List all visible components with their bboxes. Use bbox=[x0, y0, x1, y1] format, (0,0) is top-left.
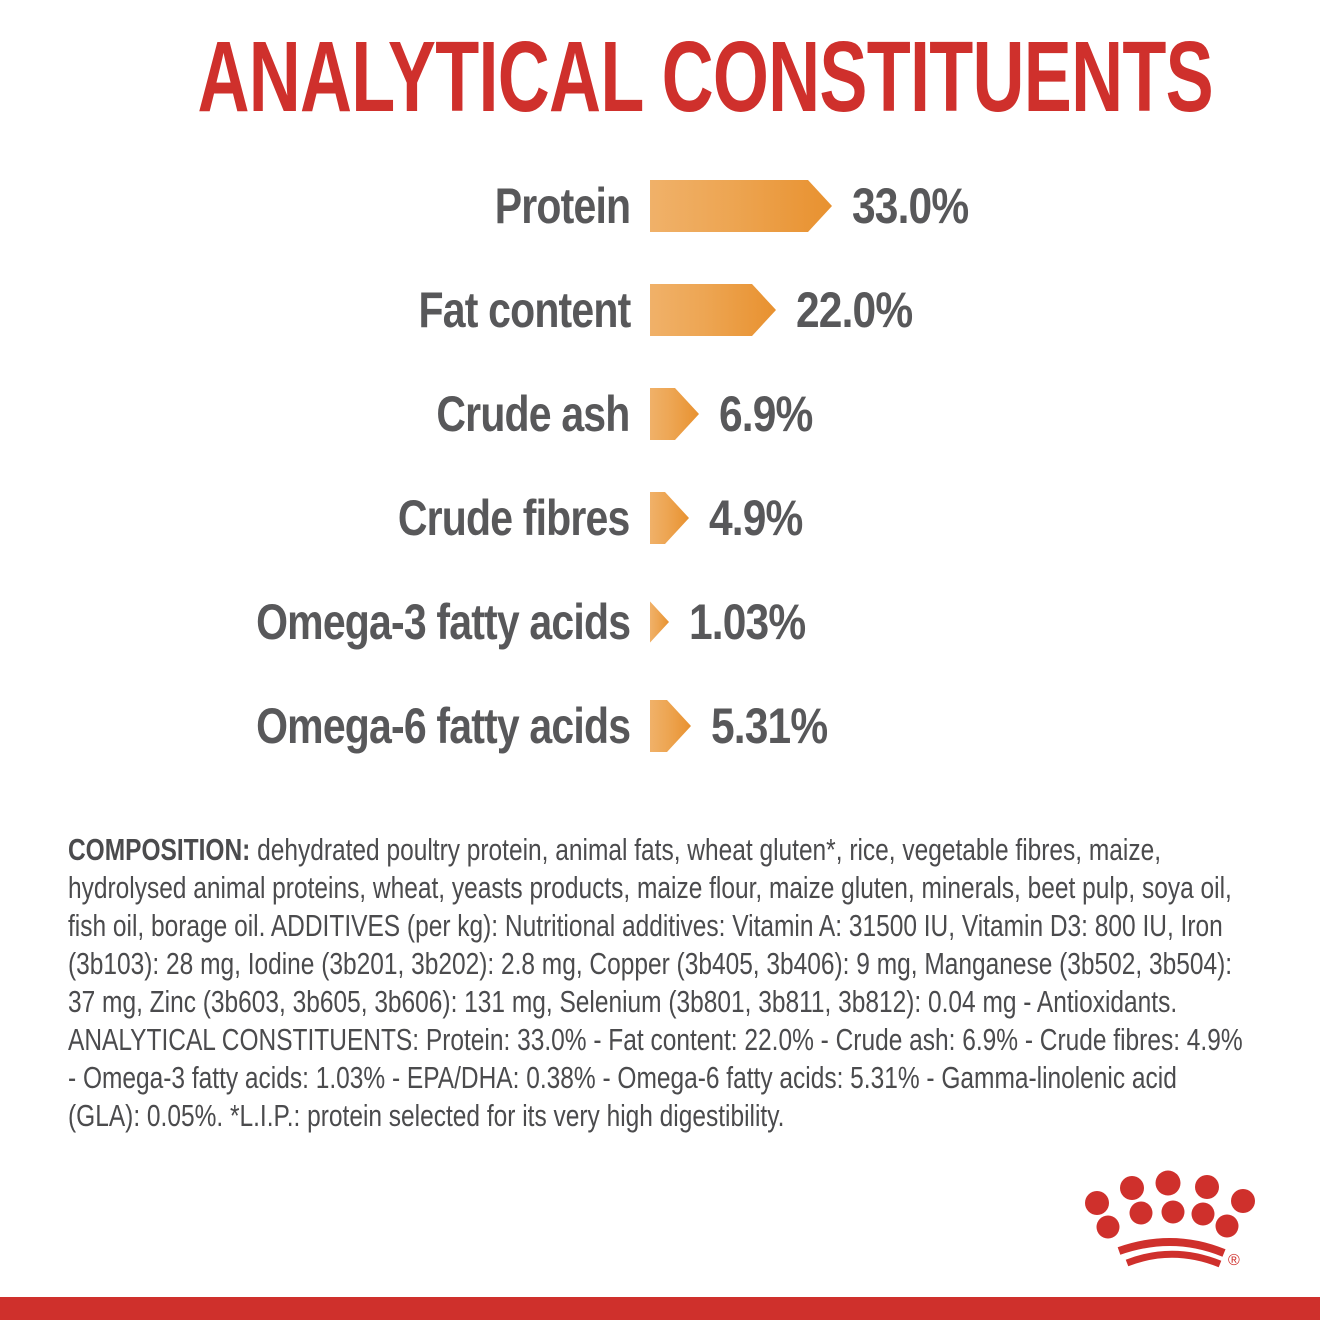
constituent-value: 1.03% bbox=[689, 594, 806, 650]
chart-row: Crude fibres 4.9% bbox=[0, 489, 1320, 547]
constituent-value-cell: 33.0% bbox=[852, 177, 989, 235]
constituent-value-cell: 1.03% bbox=[689, 593, 826, 651]
constituent-value-cell: 4.9% bbox=[709, 489, 819, 547]
crown-base-arcs bbox=[1117, 1237, 1226, 1268]
page-title-text: ANALYTICAL CONSTITUENTS bbox=[197, 21, 1213, 133]
constituent-bar-arrow bbox=[650, 388, 699, 440]
constituent-label-cell: Crude fibres bbox=[0, 489, 650, 547]
page-title: ANALYTICAL CONSTITUENTS bbox=[0, 27, 1320, 127]
royal-canin-crown-logo: ® bbox=[1085, 1170, 1255, 1269]
composition-body-text: dehydrated poultry protein, animal fats,… bbox=[68, 832, 1243, 1133]
constituent-value-cell: 6.9% bbox=[719, 385, 829, 443]
constituent-value: 33.0% bbox=[852, 178, 969, 234]
chart-row: Crude ash 6.9% bbox=[0, 385, 1320, 443]
constituent-bar-arrow bbox=[650, 180, 832, 232]
constituent-label: Fat content bbox=[418, 282, 631, 338]
composition-heading: COMPOSITION: bbox=[68, 832, 251, 867]
constituent-value: 4.9% bbox=[709, 490, 803, 546]
crown-dots bbox=[1085, 1170, 1255, 1239]
constituent-label: Crude ash bbox=[436, 386, 631, 442]
constituents-chart: Protein 33.0% Fat content 22.0% Crude ash 6.9… bbox=[0, 177, 1320, 804]
constituent-label-cell: Fat content bbox=[0, 281, 650, 339]
chart-row: Fat content 22.0% bbox=[0, 281, 1320, 339]
bottom-red-stripe bbox=[0, 1297, 1320, 1320]
constituent-value: 6.9% bbox=[719, 386, 813, 442]
constituent-value: 22.0% bbox=[796, 282, 913, 338]
constituent-label-cell: Protein bbox=[0, 177, 650, 235]
constituent-label-cell: Omega-6 fatty acids bbox=[0, 697, 650, 755]
constituent-value: 5.31% bbox=[711, 698, 828, 754]
chart-row: Protein 33.0% bbox=[0, 177, 1320, 235]
constituent-bar-arrow bbox=[650, 596, 669, 648]
constituent-label-cell: Crude ash bbox=[0, 385, 650, 443]
constituent-label: Crude fibres bbox=[398, 490, 630, 546]
chart-row: Omega-3 fatty acids 1.03% bbox=[0, 593, 1320, 651]
constituent-label: Omega-6 fatty acids bbox=[255, 698, 631, 754]
composition-paragraph: COMPOSITION: dehydrated poultry protein,… bbox=[68, 831, 1253, 1135]
constituent-label-cell: Omega-3 fatty acids bbox=[0, 593, 650, 651]
constituent-bar-arrow bbox=[650, 284, 776, 336]
constituent-value-cell: 5.31% bbox=[711, 697, 848, 755]
registered-trademark-symbol: ® bbox=[1228, 1252, 1240, 1269]
constituent-label: Protein bbox=[494, 178, 630, 234]
constituent-value-cell: 22.0% bbox=[796, 281, 933, 339]
constituent-bar-arrow bbox=[650, 700, 691, 752]
constituent-label: Omega-3 fatty acids bbox=[255, 594, 631, 650]
constituent-bar-arrow bbox=[650, 492, 689, 544]
chart-row: Omega-6 fatty acids 5.31% bbox=[0, 697, 1320, 755]
